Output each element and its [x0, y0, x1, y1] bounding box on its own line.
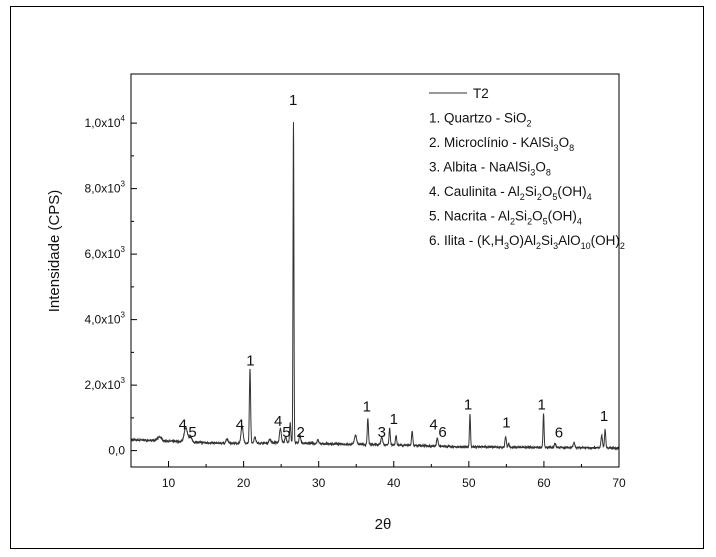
legend-item: 3. Albita - NaAlSi3O8 [429, 160, 551, 178]
x-tick-label: 70 [612, 476, 626, 490]
y-tick-label: 1,0x104 [85, 114, 126, 130]
peak-label: 1 [464, 397, 472, 414]
peak-label: 1 [363, 398, 371, 415]
x-tick-label: 50 [462, 476, 476, 490]
legend-item: 6. Ilita - (K,H3O)Al2Si3AlO10(OH)2 [429, 233, 625, 251]
peak-label: 3 [378, 424, 386, 441]
peak-label: 4 [236, 416, 244, 433]
peak-label: 4 [429, 416, 437, 433]
legend-item: 1. Quartzo - SiO2 [429, 111, 532, 129]
peak-label: 1 [246, 352, 254, 369]
peak-label: 6 [555, 425, 563, 442]
x-tick-label: 60 [537, 476, 551, 490]
peak-label: 5 [188, 424, 196, 441]
y-tick-label: 6,0x103 [85, 245, 126, 261]
x-axis-label: 2θ [375, 516, 392, 533]
x-tick-label: 20 [237, 476, 251, 490]
y-tick-label: 2,0x103 [85, 376, 126, 392]
legend-item: 2. Microclínio - KAlSi3O8 [429, 135, 574, 153]
x-tick-label: 30 [312, 476, 326, 490]
y-axis-label: Intensidade (CPS) [46, 190, 63, 313]
legend-item: 5. Nacrita - Al2Si2O5(OH)4 [429, 209, 582, 227]
peak-label: 1 [537, 397, 545, 414]
peak-label: 6 [438, 424, 446, 441]
legend-layer: T2 1. Quartzo - SiO2 2. Microclínio - KAlS… [429, 86, 625, 251]
peak-label: 1 [502, 415, 510, 432]
peak-label: 1 [600, 408, 608, 425]
peak-label: 1 [390, 411, 398, 428]
peak-label: 2 [297, 424, 305, 441]
y-tick-label: 4,0x103 [85, 311, 126, 327]
peak-label: 5 [282, 424, 290, 441]
peak-label: 1 [289, 92, 297, 109]
legend-item: T2 [473, 86, 489, 101]
y-tick-label: 8,0x103 [85, 180, 126, 196]
peak-label: 4 [274, 413, 282, 430]
x-tick-label: 10 [162, 476, 176, 490]
y-tick-label: 0,0 [108, 444, 125, 458]
legend-item: 4. Caulinita - Al2Si2O5(OH)4 [429, 184, 592, 202]
peak-label: 4 [179, 416, 187, 433]
x-tick-label: 40 [387, 476, 401, 490]
